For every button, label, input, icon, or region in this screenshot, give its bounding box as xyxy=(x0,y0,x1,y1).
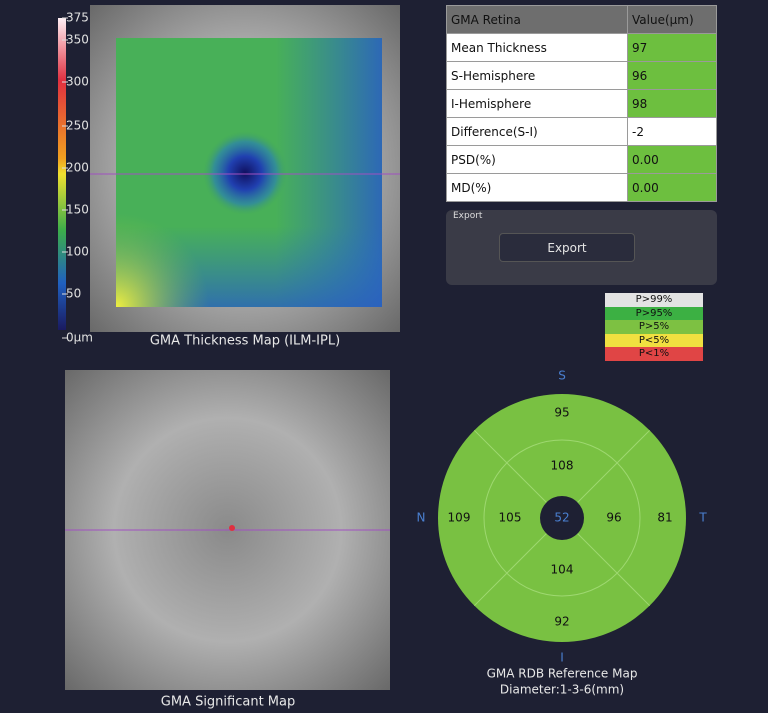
scale-label: 200 xyxy=(66,161,89,175)
label-cell: Mean Thickness xyxy=(446,33,628,62)
inner-value: 104 xyxy=(551,563,574,577)
rdb-map: S 108 95 N 105 109 T 96 81 I 104 92 52 xyxy=(417,369,708,665)
direction-label: N xyxy=(417,511,426,525)
fovea-marker xyxy=(229,525,235,531)
table-row: I-Hemisphere 98 xyxy=(446,89,717,118)
value-cell: 0.00 xyxy=(627,173,717,202)
legend-entry: P>5% xyxy=(605,320,703,334)
legend-entry: P>95% xyxy=(605,306,703,321)
legend-entry: P<1% xyxy=(605,347,703,361)
header-cell: Value(μm) xyxy=(627,5,717,34)
retina-table: GMA Retina Value(μm) Mean Thickness 97 S-Hem… xyxy=(446,5,717,202)
direction-label: T xyxy=(698,511,707,525)
direction-label: S xyxy=(558,369,566,383)
legend-entry: P>99% xyxy=(605,293,703,307)
inner-value: 96 xyxy=(606,511,621,525)
value-cell: -2 xyxy=(627,117,717,146)
color-bar xyxy=(58,18,66,330)
scale-label: 150 xyxy=(66,203,89,217)
color-scale: 375 350 300 250 200 150 100 50 0μm xyxy=(62,11,93,345)
table-row: Mean Thickness 97 xyxy=(446,33,717,62)
scale-label: 375 xyxy=(66,11,89,25)
value-cell: 98 xyxy=(627,89,717,118)
scale-label: 250 xyxy=(66,119,89,133)
scale-label: 50 xyxy=(66,287,81,301)
table-row: Difference(S-I) -2 xyxy=(446,117,717,146)
scale-label: 0μm xyxy=(66,331,93,345)
outer-value: 92 xyxy=(554,615,569,629)
table-header: GMA Retina Value(μm) xyxy=(446,5,717,34)
outer-value: 95 xyxy=(554,406,569,420)
export-button[interactable]: Export xyxy=(499,233,635,262)
label-cell: PSD(%) xyxy=(446,145,628,174)
inner-value: 108 xyxy=(551,459,574,473)
label-cell: Difference(S-I) xyxy=(446,117,628,146)
center-value: 52 xyxy=(554,511,569,525)
inner-value: 105 xyxy=(499,511,522,525)
header-cell: GMA Retina xyxy=(446,5,628,34)
fovea xyxy=(203,131,287,215)
scale-label: 350 xyxy=(66,33,89,47)
value-cell: 96 xyxy=(627,61,717,90)
label-cell: I-Hemisphere xyxy=(446,89,628,118)
table-row: PSD(%) 0.00 xyxy=(446,145,717,174)
outer-value: 109 xyxy=(448,511,471,525)
value-cell: 97 xyxy=(627,33,717,62)
center-disc xyxy=(540,496,584,540)
label-cell: S-Hemisphere xyxy=(446,61,628,90)
export-panel: Export Export xyxy=(446,210,717,285)
table-row: S-Hemisphere 96 xyxy=(446,61,717,90)
p-legend: P>99% P>95% P>5% P<5% P<1% xyxy=(605,293,703,361)
label-cell: MD(%) xyxy=(446,173,628,202)
scale-label: 300 xyxy=(66,75,89,89)
map-title: GMA Thickness Map (ILM-IPL) xyxy=(150,334,340,349)
table-row: MD(%) 0.00 xyxy=(446,173,717,202)
outer-value: 81 xyxy=(657,511,672,525)
direction-label: I xyxy=(560,651,564,665)
rdb-title: GMA RDB Reference Map xyxy=(487,667,638,681)
rdb-subtitle: Diameter:1-3-6(mm) xyxy=(500,683,624,697)
export-group-label: Export xyxy=(453,211,483,221)
value-cell: 0.00 xyxy=(627,145,717,174)
legend-entry: P<5% xyxy=(605,333,703,348)
middle-ring xyxy=(483,439,641,597)
scale-label: 100 xyxy=(66,245,89,259)
map-title: GMA Significant Map xyxy=(161,695,296,710)
